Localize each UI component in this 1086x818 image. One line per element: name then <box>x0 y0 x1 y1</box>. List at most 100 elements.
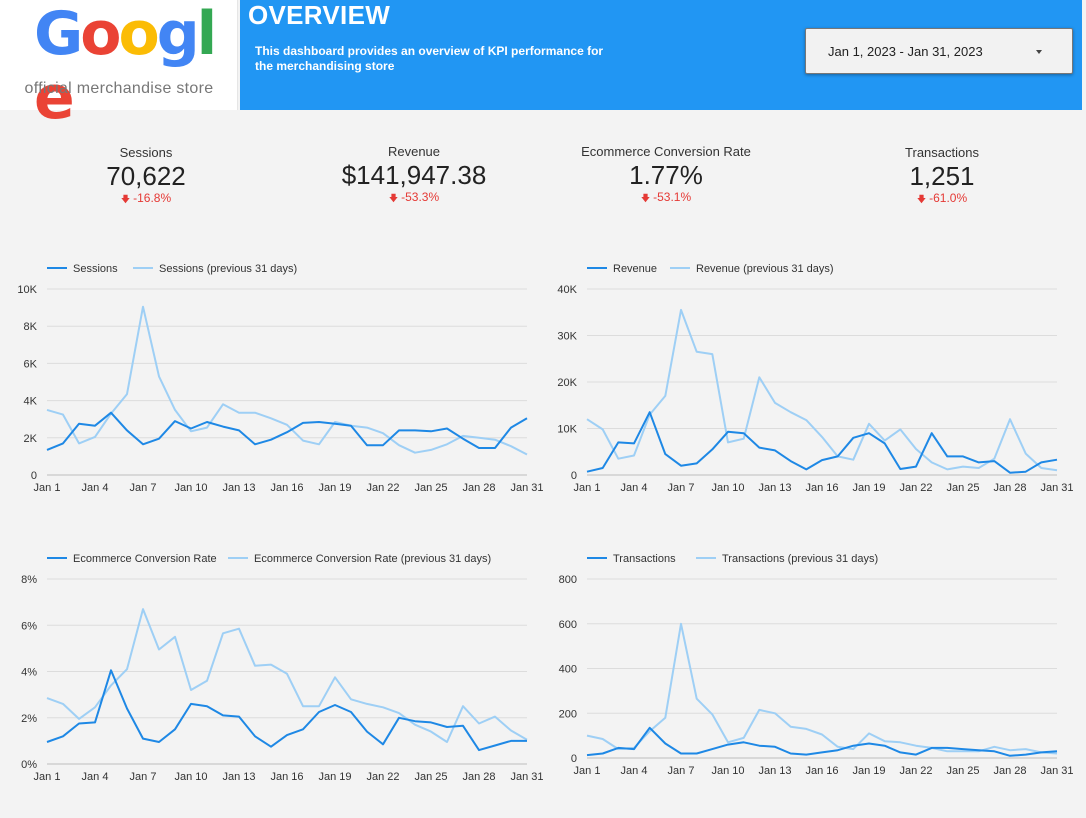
conversion-rate-chart: 0% 2% 4% 6% 8% Jan 1 Jan 4 Jan 7 Jan 10 Jan 13 Jan… <box>0 545 543 790</box>
x-tick-label: Jan 10 <box>174 771 207 783</box>
y-tick-label: 4K <box>24 396 38 408</box>
date-range-picker[interactable]: Jan 1, 2023 - Jan 31, 2023 <box>805 28 1073 74</box>
legend-label[interactable]: Ecommerce Conversion Rate (previous 31 d… <box>254 553 491 565</box>
revenue-chart: 0 10K 20K 30K 40K Jan 1 Jan 4 Jan 7 Jan 10 Jan 13… <box>540 255 1086 500</box>
x-tick-label: Jan 22 <box>366 771 399 783</box>
kpi-label: Sessions <box>119 145 173 160</box>
x-tick-label: Jan 19 <box>318 482 351 494</box>
x-tick-label: Jan 4 <box>621 482 648 494</box>
y-tick-label: 6% <box>21 620 37 632</box>
sessions-chart: 0 2K 4K 6K 8K 10K Jan 1 Jan 4 Jan 7 Jan 10 Jan 13 J… <box>0 255 543 500</box>
date-range-value: Jan 1, 2023 - Jan 31, 2023 <box>828 44 983 59</box>
x-tick-label: Jan 4 <box>621 765 648 777</box>
y-tick-label: 0 <box>31 470 37 482</box>
x-tick-label: Jan 25 <box>946 765 979 777</box>
legend-label[interactable]: Revenue <box>613 263 657 275</box>
page-title: OVERVIEW <box>248 0 391 30</box>
logo-letter: G <box>34 0 83 69</box>
x-tick-label: Jan 1 <box>34 771 61 783</box>
x-tick-label: Jan 10 <box>174 482 207 494</box>
series-line-current[interactable] <box>586 411 1058 474</box>
conversion-rate-line-chart: 0% 2% 4% 6% 8% Jan 1 Jan 4 Jan 7 Jan 10 Jan 13 Jan… <box>21 553 543 783</box>
x-tick-label: Jan 13 <box>758 765 791 777</box>
kpi-delta-value: -16.8% <box>133 191 172 205</box>
arrow-down-icon: 🡇 <box>388 193 399 203</box>
x-tick-label: Jan 16 <box>270 482 303 494</box>
logo-letter: e <box>34 63 75 133</box>
y-tick-label: 0 <box>571 470 577 482</box>
series-line-previous[interactable] <box>46 305 528 456</box>
y-tick-label: 8% <box>21 574 37 586</box>
x-tick-label: Jan 16 <box>270 771 303 783</box>
x-tick-label: Jan 28 <box>993 482 1026 494</box>
x-tick-label: Jan 13 <box>222 482 255 494</box>
logo-subtitle: official merchandise store <box>24 80 214 97</box>
x-tick-label: Jan 7 <box>130 771 157 783</box>
kpi-delta: 🡇 -53.3% <box>284 190 544 207</box>
header-banner: OVERVIEW This dashboard provides an over… <box>240 0 1082 110</box>
arrow-down-icon: 🡇 <box>120 194 131 204</box>
kpi-value: 70,622 <box>106 161 186 191</box>
x-tick-label: Jan 19 <box>318 771 351 783</box>
series-line-previous[interactable] <box>46 608 528 743</box>
kpi-conversion-rate: Ecommerce Conversion Rate 1.77% 🡇 -53.1% <box>536 144 796 207</box>
x-tick-label: Jan 31 <box>510 482 543 494</box>
arrow-down-icon: 🡇 <box>640 193 651 203</box>
logo-letter: o <box>80 0 121 69</box>
series-line-previous[interactable] <box>586 308 1058 472</box>
legend-label[interactable]: Sessions <box>73 263 118 275</box>
series-line-current[interactable] <box>46 669 527 752</box>
x-tick-label: Jan 13 <box>758 482 791 494</box>
y-tick-label: 20K <box>557 377 577 389</box>
x-tick-label: Jan 25 <box>414 771 447 783</box>
y-tick-label: 400 <box>559 664 577 676</box>
series-line-current[interactable] <box>586 726 1058 757</box>
logo-letter: o <box>118 0 159 69</box>
sessions-line-chart: 0 2K 4K 6K 8K 10K Jan 1 Jan 4 Jan 7 Jan 10 Jan 13 J… <box>17 263 543 494</box>
x-tick-label: Jan 13 <box>222 771 255 783</box>
x-tick-label: Jan 16 <box>805 765 838 777</box>
y-tick-label: 40K <box>557 284 577 296</box>
store-logo: Googl e official merchandise store <box>0 0 238 130</box>
x-tick-label: Jan 31 <box>1040 482 1073 494</box>
x-tick-label: Jan 16 <box>805 482 838 494</box>
x-tick-label: Jan 4 <box>82 771 109 783</box>
kpi-delta: 🡇 -53.1% <box>536 190 796 207</box>
legend-label[interactable]: Sessions (previous 31 days) <box>159 263 297 275</box>
y-tick-label: 200 <box>559 708 577 720</box>
page-description: This dashboard provides an overview of K… <box>255 44 604 73</box>
y-tick-label: 10K <box>557 424 577 436</box>
y-tick-label: 600 <box>559 619 577 631</box>
x-tick-label: Jan 7 <box>668 765 695 777</box>
legend-label[interactable]: Revenue (previous 31 days) <box>696 263 834 275</box>
kpi-value: 1,251 <box>909 161 975 191</box>
transactions-chart: 0 200 400 600 800 Jan 1 Jan 4 Jan 7 Jan 10 Jan 13… <box>540 545 1086 790</box>
series-line-current[interactable] <box>46 411 528 451</box>
y-tick-label: 6K <box>24 358 38 370</box>
legend-label[interactable]: Transactions <box>613 553 676 565</box>
y-tick-label: 2% <box>21 713 37 725</box>
x-tick-label: Jan 10 <box>711 482 744 494</box>
y-tick-label: 0 <box>571 753 577 765</box>
x-tick-label: Jan 28 <box>462 771 495 783</box>
x-tick-label: Jan 22 <box>899 765 932 777</box>
caret-down-icon[interactable] <box>1036 50 1042 54</box>
x-tick-label: Jan 4 <box>82 482 109 494</box>
x-tick-label: Jan 22 <box>366 482 399 494</box>
y-tick-label: 10K <box>17 284 37 296</box>
kpi-delta: 🡇 -61.0% <box>812 191 1072 208</box>
legend-label[interactable]: Ecommerce Conversion Rate <box>73 553 217 565</box>
logo-letter: l <box>196 0 218 69</box>
x-tick-label: Jan 25 <box>414 482 447 494</box>
x-tick-label: Jan 7 <box>668 482 695 494</box>
legend-label[interactable]: Transactions (previous 31 days) <box>722 553 878 565</box>
kpi-label: Revenue <box>387 144 441 159</box>
series-line-previous[interactable] <box>586 622 1058 755</box>
kpi-value: 1.77% <box>629 160 703 190</box>
x-tick-label: Jan 19 <box>852 765 885 777</box>
kpi-transactions: Transactions 1,251 🡇 -61.0% <box>812 145 1072 208</box>
x-tick-label: Jan 31 <box>1040 765 1073 777</box>
y-tick-label: 8K <box>24 321 38 333</box>
transactions-line-chart: 0 200 400 600 800 Jan 1 Jan 4 Jan 7 Jan 10 Jan 13… <box>559 553 1074 777</box>
x-tick-label: Jan 10 <box>711 765 744 777</box>
